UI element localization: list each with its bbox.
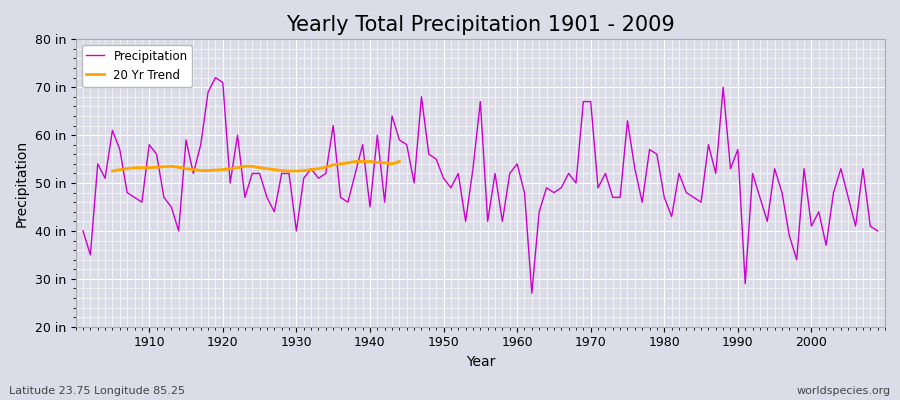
20 Yr Trend: [372, 160, 382, 165]
Precipitation: [210, 75, 220, 80]
Precipitation: [519, 190, 530, 195]
Line: 20 Yr Trend: 20 Yr Trend: [112, 162, 400, 171]
20 Yr Trend: [350, 159, 361, 164]
20 Yr Trend: [269, 167, 280, 172]
Title: Yearly Total Precipitation 1901 - 2009: Yearly Total Precipitation 1901 - 2009: [286, 15, 675, 35]
Y-axis label: Precipitation: Precipitation: [15, 140, 29, 226]
20 Yr Trend: [254, 165, 265, 170]
20 Yr Trend: [210, 168, 220, 172]
20 Yr Trend: [107, 169, 118, 174]
Precipitation: [306, 166, 317, 171]
20 Yr Trend: [379, 160, 390, 165]
20 Yr Trend: [181, 166, 192, 171]
20 Yr Trend: [166, 164, 176, 169]
20 Yr Trend: [306, 167, 317, 172]
20 Yr Trend: [137, 165, 148, 170]
20 Yr Trend: [174, 165, 184, 170]
20 Yr Trend: [247, 164, 257, 169]
20 Yr Trend: [151, 165, 162, 170]
Precipitation: [77, 228, 88, 233]
X-axis label: Year: Year: [465, 355, 495, 369]
20 Yr Trend: [195, 168, 206, 173]
20 Yr Trend: [328, 162, 338, 167]
Precipitation: [615, 195, 626, 200]
20 Yr Trend: [225, 166, 236, 171]
20 Yr Trend: [387, 162, 398, 166]
Text: worldspecies.org: worldspecies.org: [796, 386, 891, 396]
20 Yr Trend: [114, 167, 125, 172]
20 Yr Trend: [357, 159, 368, 164]
20 Yr Trend: [335, 162, 346, 166]
20 Yr Trend: [218, 167, 229, 172]
20 Yr Trend: [232, 165, 243, 170]
Legend: Precipitation, 20 Yr Trend: Precipitation, 20 Yr Trend: [82, 45, 193, 86]
20 Yr Trend: [158, 164, 169, 169]
20 Yr Trend: [239, 164, 250, 169]
20 Yr Trend: [122, 166, 132, 171]
20 Yr Trend: [298, 168, 309, 173]
20 Yr Trend: [313, 166, 324, 171]
20 Yr Trend: [276, 168, 287, 173]
Precipitation: [872, 228, 883, 233]
Line: Precipitation: Precipitation: [83, 78, 878, 293]
20 Yr Trend: [129, 165, 140, 170]
20 Yr Trend: [144, 165, 155, 170]
20 Yr Trend: [364, 159, 375, 164]
20 Yr Trend: [343, 160, 354, 165]
20 Yr Trend: [394, 159, 405, 164]
Precipitation: [512, 162, 523, 166]
20 Yr Trend: [262, 166, 273, 171]
Precipitation: [137, 200, 148, 204]
20 Yr Trend: [188, 167, 199, 172]
Text: Latitude 23.75 Longitude 85.25: Latitude 23.75 Longitude 85.25: [9, 386, 185, 396]
Precipitation: [350, 171, 361, 176]
20 Yr Trend: [320, 165, 331, 170]
20 Yr Trend: [284, 169, 294, 174]
20 Yr Trend: [291, 169, 302, 174]
Precipitation: [526, 291, 537, 296]
20 Yr Trend: [202, 168, 213, 173]
